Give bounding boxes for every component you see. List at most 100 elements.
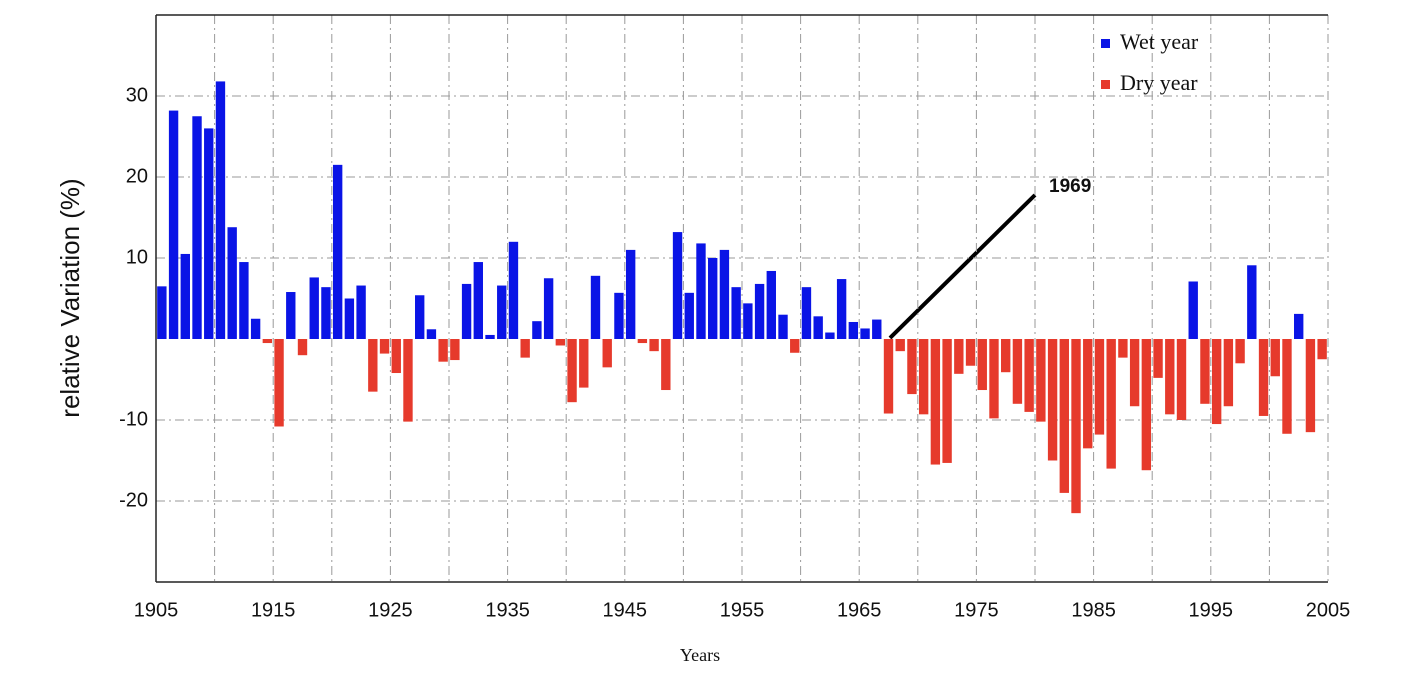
annotation: 1969 [1049, 176, 1091, 197]
bar [286, 292, 296, 339]
bar [860, 328, 870, 339]
legend-swatch [1101, 39, 1110, 48]
bar [1282, 339, 1292, 434]
bar [731, 287, 741, 339]
bar [1118, 339, 1128, 358]
bar [1094, 339, 1105, 435]
bar [813, 316, 823, 339]
bar [379, 339, 390, 354]
bar [274, 339, 284, 427]
bar [520, 339, 530, 358]
bar [790, 339, 800, 353]
bar [942, 339, 952, 463]
bar [391, 339, 401, 374]
y-tick-label: 10 [126, 246, 148, 268]
legend-label: Wet year [1120, 29, 1199, 54]
x-tick-label: 1905 [134, 599, 179, 621]
bar [438, 339, 448, 362]
bar [356, 285, 366, 339]
bar [872, 319, 882, 339]
bar [1071, 339, 1081, 514]
bar [1036, 339, 1046, 422]
y-tick-label: -10 [119, 408, 148, 430]
bar [1012, 339, 1023, 404]
bar [415, 295, 425, 339]
bar [309, 277, 319, 339]
bar [426, 329, 437, 339]
bar [508, 241, 519, 339]
x-tick-label: 1945 [603, 599, 648, 621]
y-tick-label: 30 [126, 84, 148, 106]
bar [1153, 339, 1163, 378]
bar [614, 292, 624, 339]
bar [778, 314, 788, 339]
bar [157, 286, 167, 339]
x-tick-label: 1965 [837, 599, 882, 621]
bar [801, 287, 812, 339]
bar [696, 243, 706, 339]
bar [1001, 339, 1011, 373]
bar [989, 339, 999, 419]
bar [473, 262, 483, 339]
bar [204, 128, 214, 339]
bar [1047, 339, 1058, 461]
bar [555, 339, 566, 346]
bar [262, 339, 273, 344]
bar [543, 278, 554, 339]
bar [239, 262, 249, 339]
bar [965, 339, 976, 366]
bar [1176, 339, 1187, 420]
bar [332, 164, 343, 339]
bar [1106, 339, 1116, 469]
bar [661, 339, 671, 391]
bar [1200, 339, 1210, 404]
bar [461, 283, 472, 339]
bar [1317, 339, 1327, 360]
bar [1024, 339, 1034, 412]
bar [1165, 339, 1175, 415]
bar [637, 339, 648, 344]
y-tick-label: -20 [119, 489, 148, 511]
x-tick-label: 1915 [251, 599, 296, 621]
bar [297, 339, 308, 356]
bar [672, 232, 683, 339]
bar [532, 321, 542, 339]
bar [918, 339, 929, 415]
bar [743, 303, 753, 339]
x-tick-label: 1975 [954, 599, 999, 621]
bar [895, 339, 905, 352]
bar [344, 298, 355, 339]
bar [403, 339, 413, 422]
bar [1294, 313, 1304, 339]
bar [1141, 339, 1152, 471]
bar [497, 285, 507, 339]
bar [227, 227, 237, 339]
bar [766, 270, 776, 339]
bar [1270, 339, 1280, 377]
bar [368, 339, 378, 392]
bar [883, 339, 894, 414]
bar [1247, 265, 1257, 339]
bar [1258, 339, 1269, 416]
bar [168, 110, 179, 339]
x-tick-label: 1925 [368, 599, 413, 621]
bar [719, 249, 730, 339]
bar [649, 339, 659, 352]
bar [1083, 339, 1093, 449]
bar [602, 339, 612, 368]
bar [1211, 339, 1222, 425]
bar [625, 249, 636, 339]
bar [1235, 339, 1245, 364]
x-tick-label: 1995 [1189, 599, 1234, 621]
legend-label: Dry year [1120, 70, 1198, 95]
bar [825, 332, 835, 339]
bar [192, 116, 202, 339]
bar [579, 339, 589, 388]
bar [250, 318, 261, 339]
bar [1129, 339, 1140, 407]
annotation-line [888, 193, 1037, 340]
bar [848, 321, 859, 339]
bar [590, 275, 601, 339]
bar [321, 287, 331, 339]
